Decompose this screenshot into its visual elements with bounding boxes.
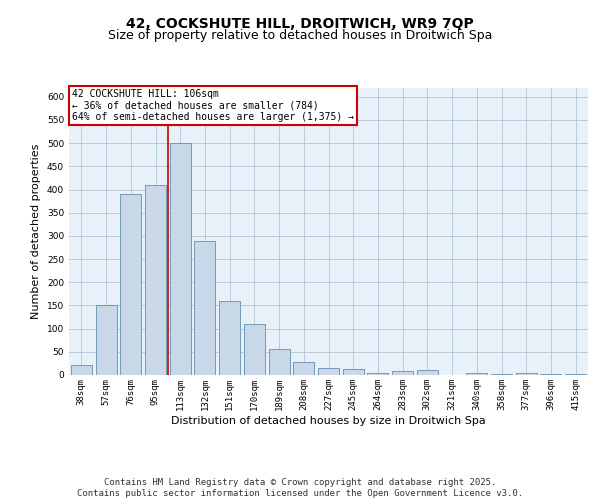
Bar xyxy=(565,374,586,375)
Bar xyxy=(293,362,314,375)
Bar xyxy=(95,306,116,375)
Text: 42, COCKSHUTE HILL, DROITWICH, WR9 7QP: 42, COCKSHUTE HILL, DROITWICH, WR9 7QP xyxy=(126,18,474,32)
Bar xyxy=(343,370,364,375)
X-axis label: Distribution of detached houses by size in Droitwich Spa: Distribution of detached houses by size … xyxy=(171,416,486,426)
Bar xyxy=(120,194,141,375)
Bar xyxy=(71,365,92,375)
Bar xyxy=(466,373,487,375)
Y-axis label: Number of detached properties: Number of detached properties xyxy=(31,144,41,319)
Bar xyxy=(170,143,191,375)
Bar xyxy=(516,372,537,375)
Bar xyxy=(392,372,413,375)
Text: 42 COCKSHUTE HILL: 106sqm
← 36% of detached houses are smaller (784)
64% of semi: 42 COCKSHUTE HILL: 106sqm ← 36% of detac… xyxy=(71,89,353,122)
Bar xyxy=(491,374,512,375)
Bar xyxy=(194,240,215,375)
Bar xyxy=(145,185,166,375)
Text: Contains HM Land Registry data © Crown copyright and database right 2025.
Contai: Contains HM Land Registry data © Crown c… xyxy=(77,478,523,498)
Bar xyxy=(244,324,265,375)
Text: Size of property relative to detached houses in Droitwich Spa: Size of property relative to detached ho… xyxy=(108,29,492,42)
Bar xyxy=(269,350,290,375)
Bar xyxy=(541,374,562,375)
Bar xyxy=(219,301,240,375)
Bar xyxy=(318,368,339,375)
Bar xyxy=(417,370,438,375)
Bar xyxy=(367,372,388,375)
